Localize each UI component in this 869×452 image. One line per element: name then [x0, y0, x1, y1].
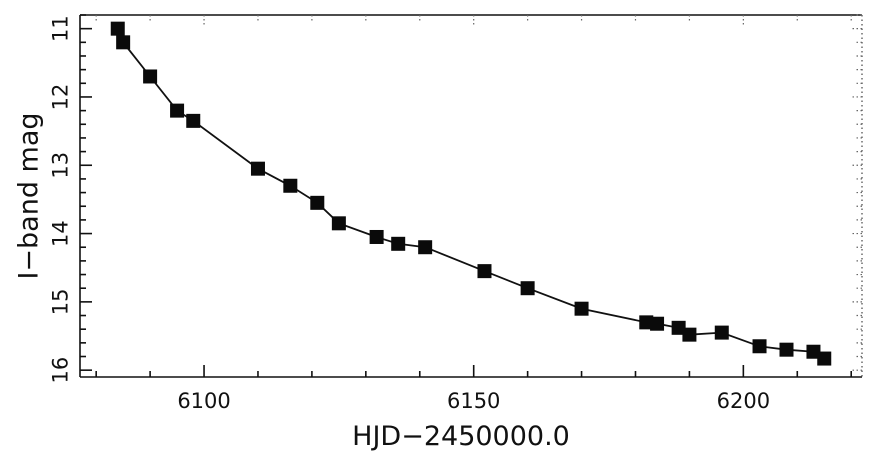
- data-point-marker: [671, 320, 686, 335]
- data-point-marker: [752, 339, 767, 354]
- light-curve-line: [116, 28, 825, 360]
- data-point-marker: [779, 342, 794, 357]
- data-point-marker: [369, 229, 384, 244]
- x-tick-label: 6150: [447, 389, 500, 413]
- x-tick-label: 6100: [177, 389, 230, 413]
- y-tick-label: 12: [48, 84, 72, 111]
- y-axis-title: I−band mag: [13, 112, 44, 279]
- y-tick-label: 15: [48, 289, 72, 316]
- data-point-marker: [477, 264, 492, 279]
- data-point-marker: [806, 344, 821, 359]
- y-tick-label: 14: [48, 220, 72, 247]
- y-tick-label: 11: [48, 15, 72, 42]
- x-tick-label: 6200: [717, 389, 770, 413]
- y-tick-label: 13: [48, 152, 72, 179]
- data-point-marker: [110, 21, 125, 36]
- data-point-marker: [116, 35, 131, 50]
- data-point-marker: [250, 161, 265, 176]
- data-point-marker: [639, 315, 654, 330]
- data-point-marker: [574, 301, 589, 316]
- data-point-marker: [331, 216, 346, 231]
- data-point-marker: [650, 316, 665, 331]
- data-point-marker: [520, 281, 535, 296]
- x-axis-ticks: 6100 6150 6200: [95, 15, 853, 413]
- light-curve-markers: [110, 21, 832, 366]
- y-axis-ticks: 11 12 13 14 15 16: [48, 14, 862, 384]
- data-point-marker: [186, 113, 201, 128]
- data-point-marker: [391, 236, 406, 251]
- y-tick-label: 16: [48, 357, 72, 384]
- data-point-marker: [143, 69, 158, 84]
- data-point-marker: [283, 178, 298, 193]
- data-point-marker: [170, 103, 185, 118]
- data-point-marker: [817, 351, 832, 366]
- data-point-marker: [682, 327, 697, 342]
- data-point-marker: [714, 325, 729, 340]
- plot-axes: [79, 14, 863, 378]
- x-axis-title: HJD−2450000.0: [352, 421, 570, 452]
- data-point-marker: [418, 240, 433, 255]
- data-point-marker: [310, 195, 325, 210]
